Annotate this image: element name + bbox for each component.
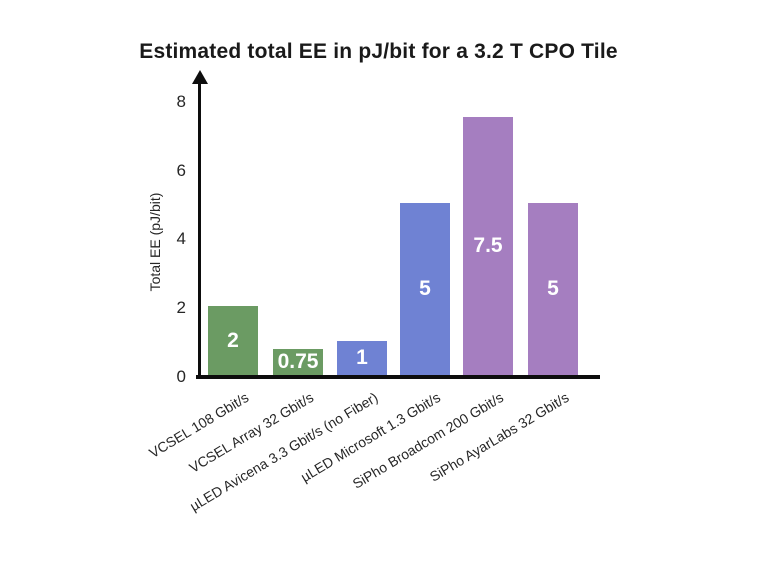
bar-value-label: 5	[547, 277, 559, 300]
y-axis-arrow-icon	[192, 70, 208, 84]
y-tick-label: 6	[176, 160, 186, 180]
bar: 5	[528, 203, 578, 375]
y-tick-label: 4	[176, 229, 186, 249]
bar-value-label: 5	[419, 277, 431, 300]
bar: 0.75	[273, 349, 323, 375]
x-axis-line	[196, 375, 600, 379]
bar: 5	[400, 203, 450, 375]
bar-value-label: 0.75	[277, 350, 319, 374]
bar-value-label: 1	[356, 345, 368, 369]
bar-value-label: 7.5	[473, 234, 503, 257]
y-tick-label: 8	[176, 91, 186, 111]
y-tick-label: 0	[176, 367, 186, 386]
bar: 2	[208, 306, 258, 375]
chart-title: Estimated total EE in pJ/bit for a 3.2 T…	[139, 40, 618, 63]
y-axis-line	[198, 80, 201, 379]
y-tick-label: 2	[176, 298, 186, 318]
bar: 1	[337, 340, 387, 375]
bar: 7.5	[463, 117, 513, 375]
bar-value-label: 2	[227, 328, 239, 352]
